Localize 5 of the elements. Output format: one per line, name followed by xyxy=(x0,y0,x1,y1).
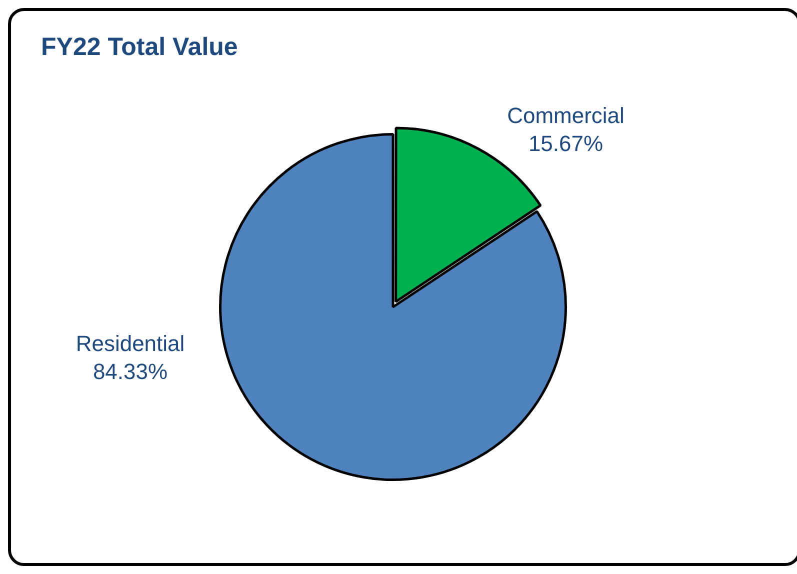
slice-label: Residential xyxy=(76,330,185,356)
data-label: 84.33% xyxy=(92,358,168,384)
slice-label: Commercial xyxy=(507,102,624,128)
chart-title: FY22 Total Value xyxy=(41,33,238,62)
data-label: 15.67% xyxy=(528,130,604,156)
